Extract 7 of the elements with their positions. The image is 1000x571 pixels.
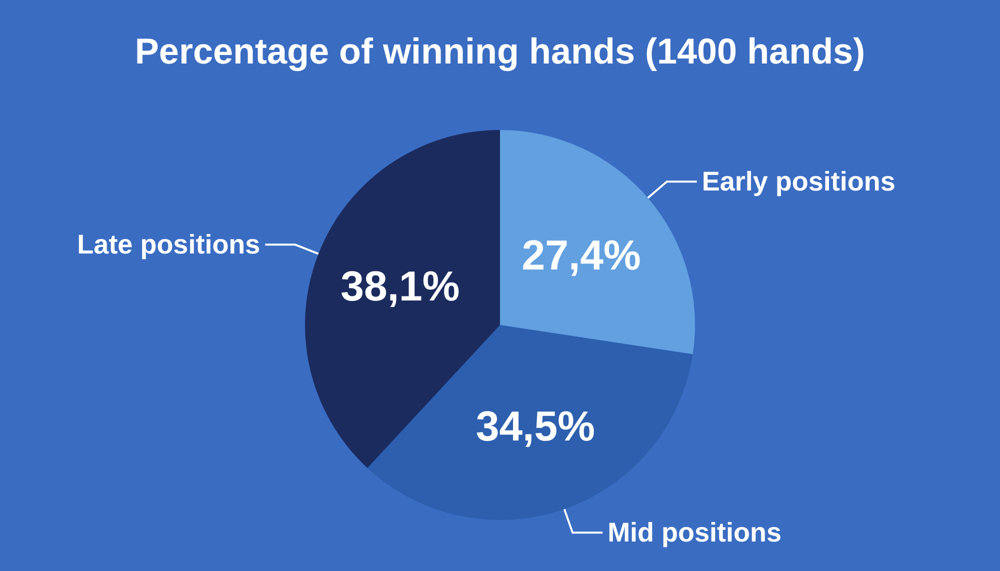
- slice-label: Late positions: [77, 230, 260, 260]
- data-label: 27,4%: [522, 232, 641, 279]
- data-label: 38,1%: [340, 262, 460, 310]
- data-label: 34,5%: [476, 402, 595, 450]
- slice-label: Early positions: [702, 166, 896, 197]
- chart-title: Percentage of winning hands (1400 hands): [134, 30, 866, 72]
- slice-label: Mid positions: [608, 518, 782, 548]
